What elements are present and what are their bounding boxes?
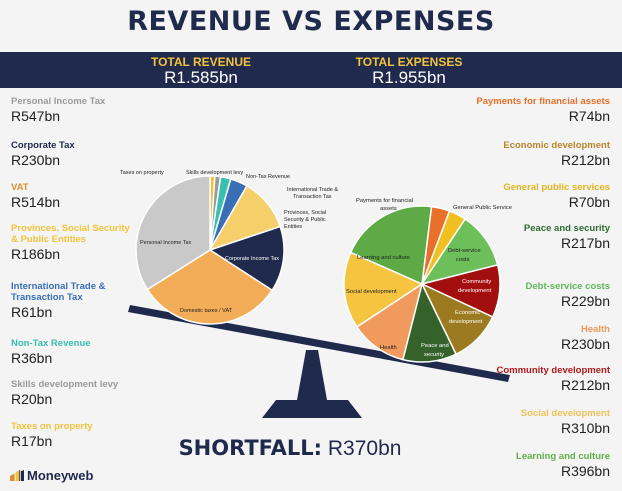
pie-label: Domestic taxes / VAT: [180, 308, 233, 314]
expense-item: Health R230bn: [460, 324, 610, 352]
pie-label: security: [424, 352, 444, 358]
expense-item-label: Learning and culture: [516, 451, 610, 462]
pie-label: costs: [456, 257, 470, 263]
moneyweb-logo: Moneyweb: [10, 468, 93, 483]
total-expenses-value: R1.955bn: [372, 68, 446, 87]
revenue-item-value: R20bn: [11, 391, 53, 407]
expense-item-value: R396bn: [560, 463, 610, 479]
pie-slice: [343, 251, 424, 328]
logo-mark-icon: [10, 470, 24, 481]
expense-item-label: Debt-service costs: [525, 281, 610, 292]
pie-label: Peace and: [421, 343, 449, 349]
revenue-item: Taxes on property R17bn: [11, 421, 161, 449]
pie-label: Provinces, Social: [284, 210, 326, 216]
pie-label: Non-Tax Revenue: [246, 174, 290, 180]
expense-item-label: Community development: [496, 365, 611, 376]
shortfall-value: R370bn: [327, 437, 402, 460]
pie-slice: [146, 249, 274, 325]
pie-labels: Taxes on property Skills development lev…: [120, 170, 512, 358]
pie-label: Security & Public: [284, 217, 326, 223]
revenue-item-value: R17bn: [11, 433, 53, 449]
shortfall: SHORTFALL: R370bn: [120, 436, 460, 461]
pie-label: Entities: [284, 224, 302, 230]
expense-item-value: R70bn: [568, 194, 610, 210]
revenue-item-label: Skills development levy: [11, 379, 119, 390]
page-title: REVENUE VS EXPENSES: [127, 6, 495, 37]
pie-label: Transaction Tax: [293, 194, 332, 200]
pie-label: Health: [380, 345, 397, 351]
expense-item: Economic development R212bn: [460, 140, 610, 168]
revenue-item-label: Provinces, Social Security & Public Enti…: [11, 223, 130, 245]
pie-label: International Trade &: [287, 187, 338, 193]
expense-item-label: Social development: [520, 408, 610, 419]
total-revenue-label: TOTAL REVENUE: [150, 55, 251, 69]
expense-item-value: R229bn: [560, 293, 610, 309]
pie-label: Skills development levy: [186, 170, 243, 176]
expense-item-label: Payments for financial assets: [476, 96, 610, 107]
expense-item: Payments for financial assets R74bn: [460, 96, 610, 124]
pie-label: Personal Income Tax: [140, 240, 192, 246]
scale-base: [262, 350, 362, 418]
expense-item: General public services R70bn: [460, 182, 610, 210]
revenue-item-value: R61bn: [11, 304, 53, 320]
totals-band: TOTAL REVENUE R1.585bn TOTAL EXPENSES R1…: [0, 52, 622, 88]
expense-item-label: Peace and security: [523, 223, 610, 234]
pie-slice: [135, 175, 211, 291]
expense-item: Community development R212bn: [460, 365, 611, 393]
revenue-item-label: Corporate Tax: [11, 140, 75, 151]
expense-item-value: R74bn: [568, 108, 610, 124]
total-expenses-label: TOTAL EXPENSES: [355, 55, 463, 69]
expense-item-value: R230bn: [560, 336, 610, 352]
pie-slice: [208, 225, 285, 292]
expense-item: Learning and culture R396bn: [460, 451, 610, 479]
pie-label: Learning and culture: [357, 255, 410, 261]
revenue-item: Provinces, Social Security & Public Enti…: [11, 223, 136, 262]
pie-label: development: [458, 288, 492, 294]
revenue-item: Personal Income Tax R547bn: [11, 96, 161, 124]
revenue-item: VAT R514bn: [11, 182, 161, 210]
revenue-item: International Trade & Transaction Tax R6…: [11, 281, 123, 320]
pie-charts: [135, 175, 501, 363]
revenue-item-label: Non-Tax Revenue: [11, 338, 91, 349]
revenue-item: Non-Tax Revenue R36bn: [11, 338, 161, 366]
expense-item-label: Economic development: [503, 140, 610, 151]
pie-label: Payments for financial: [356, 198, 413, 204]
expense-item-label: Health: [580, 324, 610, 335]
expense-item: Peace and security R217bn: [460, 223, 610, 251]
expense-item-value: R310bn: [560, 420, 610, 436]
pie-label: Social development: [346, 289, 397, 295]
pie-label: Economic: [455, 310, 481, 316]
pie-label: development: [449, 319, 483, 325]
revenue-item-label: International Trade & Transaction Tax: [11, 281, 106, 303]
revenue-item-value: R514bn: [11, 194, 61, 210]
pie-label: General Public Service: [453, 205, 512, 211]
scale-beam: [128, 305, 510, 382]
pie-slice: [349, 205, 433, 286]
revenue-item: Skills development levy R20bn: [11, 379, 161, 407]
pie-label: assets: [380, 206, 397, 212]
total-revenue-value: R1.585bn: [164, 68, 238, 87]
pie-label: Community: [462, 279, 491, 285]
revenue-item-label: VAT: [11, 182, 29, 193]
expense-item: Social development R310bn: [460, 408, 610, 436]
expense-item-label: General public services: [503, 182, 610, 193]
expense-item-value: R217bn: [560, 235, 610, 251]
expense-item-value: R212bn: [560, 377, 610, 393]
revenue-item-value: R36bn: [11, 350, 53, 366]
pie-label: Corporate Income Tax: [225, 256, 279, 262]
revenue-item-label: Taxes on property: [11, 421, 93, 432]
pie-label: Taxes on property: [120, 170, 164, 176]
revenue-item: Corporate Tax R230bn: [11, 140, 161, 168]
revenue-item-value: R547bn: [11, 108, 61, 124]
revenue-item-value: R230bn: [11, 152, 61, 168]
brand-name: Moneyweb: [27, 468, 94, 483]
revenue-item-value: R186bn: [11, 246, 61, 262]
expense-item: Debt-service costs R229bn: [460, 281, 610, 309]
pie-label: Debt-service: [448, 248, 481, 254]
expense-item-value: R212bn: [560, 152, 610, 168]
revenue-item-label: Personal Income Tax: [11, 96, 106, 107]
shortfall-label: SHORTFALL:: [178, 436, 323, 460]
